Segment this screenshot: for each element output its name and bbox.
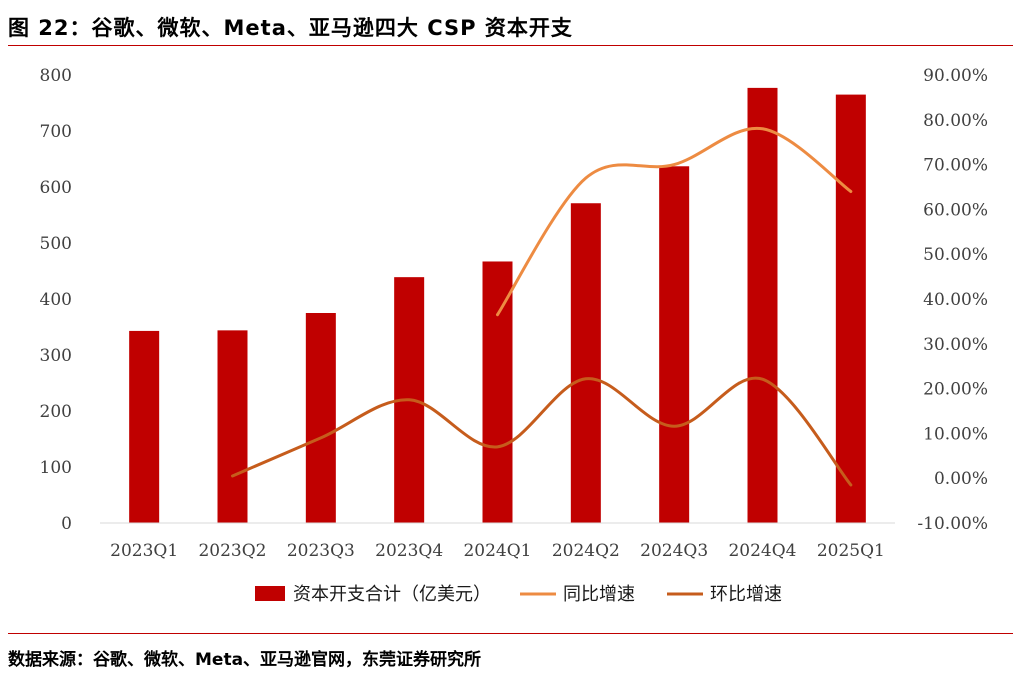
right-tick-label: 20.00% (923, 380, 988, 400)
left-tick-label: 600 (40, 178, 72, 198)
legend-qoq-label: 环比增速 (710, 584, 782, 605)
left-tick-label: 0 (61, 514, 72, 534)
figure-title: 图 22：谷歌、微软、Meta、亚马逊四大 CSP 资本开支 (8, 16, 573, 40)
capex-bar (570, 203, 601, 524)
legend-bar-swatch (255, 586, 285, 601)
capex-bar (835, 94, 866, 523)
right-tick-label: 30.00% (923, 335, 988, 355)
title-divider (8, 45, 1013, 46)
line-series (231, 126, 853, 487)
qoq-growth-line (231, 376, 853, 487)
x-tick-label: 2025Q1 (817, 541, 885, 561)
left-tick-label: 400 (40, 290, 72, 310)
x-tick-label: 2023Q3 (287, 541, 355, 561)
source-divider (8, 633, 1013, 634)
left-tick-label: 100 (40, 458, 72, 478)
capex-bar (217, 330, 248, 523)
yoy-growth-line (496, 126, 853, 317)
capex-bar (482, 261, 513, 523)
capex-bar (659, 166, 690, 523)
right-tick-label: 40.00% (923, 290, 988, 310)
right-tick-label: 80.00% (923, 111, 988, 131)
x-tick-label: 2024Q4 (728, 541, 796, 561)
right-tick-label: -10.00% (917, 514, 988, 534)
x-tick-label: 2023Q4 (375, 541, 443, 561)
x-tick-label: 2023Q1 (110, 541, 178, 561)
x-axis: 2023Q1 2023Q2 2023Q3 2023Q4 2024Q1 2024Q2 2024… (110, 541, 885, 561)
legend: 资本开支合计（亿美元） 同比增速 环比增速 (255, 584, 782, 605)
legend-yoy-label: 同比增速 (563, 584, 635, 605)
left-axis: 0 100 200 300 400 500 600 700 800 (40, 66, 72, 534)
capex-bar (305, 313, 336, 523)
x-tick-label: 2024Q2 (552, 541, 620, 561)
x-tick-label: 2024Q3 (640, 541, 708, 561)
right-tick-label: 0.00% (934, 469, 988, 489)
left-tick-label: 300 (40, 346, 72, 366)
capex-bar (129, 330, 160, 523)
left-tick-label: 700 (40, 122, 72, 142)
x-tick-label: 2023Q2 (198, 541, 266, 561)
left-tick-label: 200 (40, 402, 72, 422)
capex-bar (747, 87, 778, 523)
capex-chart: 0 100 200 300 400 500 600 700 800 -10.00% 0.00% 10… (40, 66, 988, 605)
legend-bar-label: 资本开支合计（亿美元） (293, 584, 491, 605)
right-tick-label: 50.00% (923, 245, 988, 265)
right-axis: -10.00% 0.00% 10.00% 20.00% 30.00% 40.00% 50.0… (917, 66, 988, 534)
left-tick-label: 800 (40, 66, 72, 86)
right-tick-label: 90.00% (923, 66, 988, 86)
x-tick-label: 2024Q1 (463, 541, 531, 561)
source-note: 数据来源：谷歌、微软、Meta、亚马逊官网，东莞证券研究所 (8, 650, 482, 670)
right-tick-label: 10.00% (923, 424, 988, 444)
left-tick-label: 500 (40, 234, 72, 254)
bar-series (100, 87, 895, 524)
right-tick-label: 60.00% (923, 200, 988, 220)
right-tick-label: 70.00% (923, 156, 988, 176)
